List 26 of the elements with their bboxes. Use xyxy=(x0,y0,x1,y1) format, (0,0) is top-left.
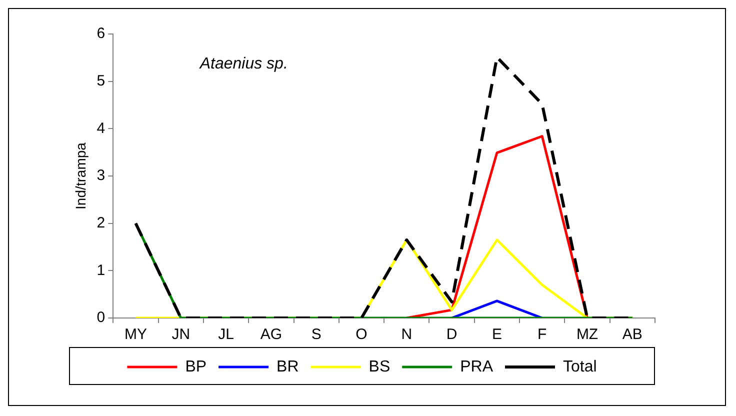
x-tick-label: F xyxy=(538,326,547,344)
x-tick-label: AG xyxy=(260,326,282,344)
y-axis-title: Ind/trampa xyxy=(72,142,88,210)
legend-label: BP xyxy=(185,358,207,376)
x-tick-label: JL xyxy=(218,326,234,344)
legend-label: Total xyxy=(563,358,597,376)
legend-label: BR xyxy=(276,358,299,376)
y-tick-label: 2 xyxy=(96,214,106,232)
x-tick-label: JN xyxy=(172,326,190,344)
x-tick-label: MY xyxy=(124,326,147,344)
y-tick-label: 1 xyxy=(96,262,106,279)
x-tick-label: N xyxy=(401,326,412,344)
x-tick-label: MZ xyxy=(576,326,598,344)
x-tick-label: O xyxy=(356,326,368,344)
x-tick-label: E xyxy=(492,326,502,344)
legend-label: BS xyxy=(368,358,390,376)
y-tick-label: 4 xyxy=(96,120,106,137)
y-tick-label: 5 xyxy=(96,72,106,90)
y-tick-label: 0 xyxy=(96,309,106,326)
x-tick-label: AB xyxy=(622,326,642,344)
legend-label: PRA xyxy=(460,358,494,376)
annotation: Ataenius sp. xyxy=(198,55,288,72)
y-tick-label: 3 xyxy=(96,167,106,184)
x-tick-label: D xyxy=(446,326,458,344)
y-tick-label: 6 xyxy=(96,25,106,42)
x-tick-label: S xyxy=(311,326,322,344)
